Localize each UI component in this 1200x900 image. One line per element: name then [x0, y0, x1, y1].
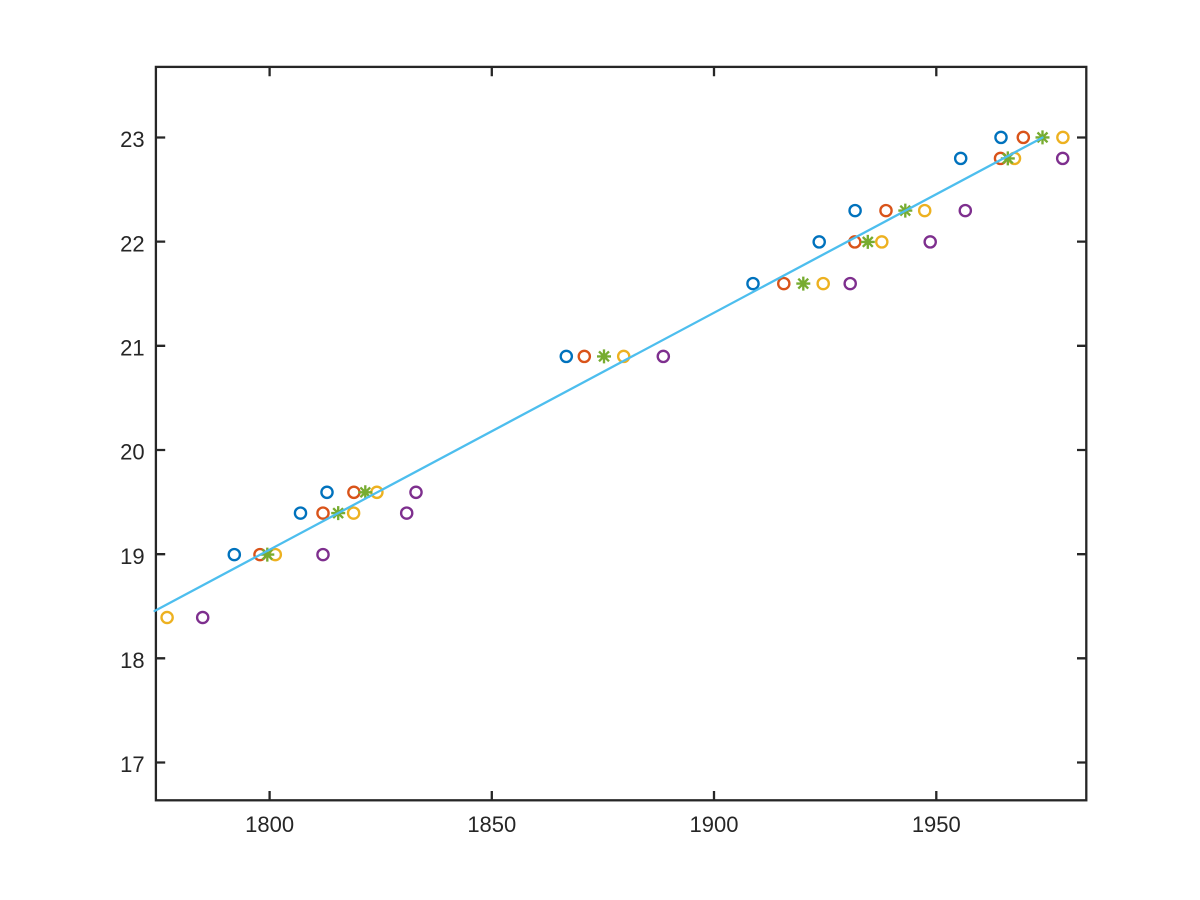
svg-text:22: 22: [120, 231, 144, 256]
svg-text:18: 18: [120, 648, 144, 673]
svg-text:1900: 1900: [690, 812, 739, 837]
svg-text:17: 17: [120, 752, 144, 777]
svg-text:19: 19: [120, 544, 144, 569]
svg-text:23: 23: [120, 127, 144, 152]
svg-text:1800: 1800: [245, 812, 294, 837]
svg-text:20: 20: [120, 440, 144, 465]
svg-text:1850: 1850: [467, 812, 516, 837]
svg-text:1950: 1950: [912, 812, 961, 837]
svg-text:21: 21: [120, 336, 144, 361]
